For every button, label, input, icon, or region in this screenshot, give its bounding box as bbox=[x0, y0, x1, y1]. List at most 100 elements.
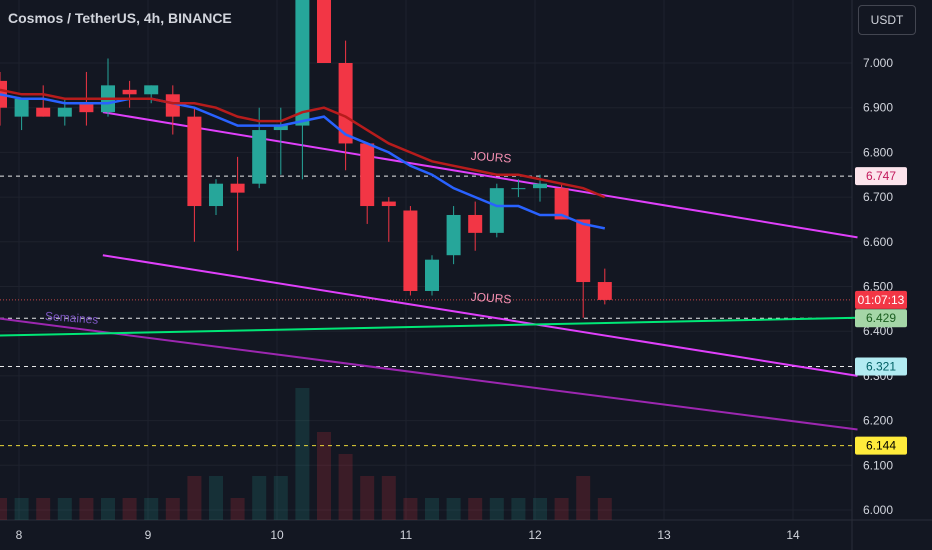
trendline-label: JOURS bbox=[470, 149, 512, 166]
price-label-box bbox=[855, 357, 907, 376]
x-tick-label: 11 bbox=[400, 528, 413, 542]
volume-bar bbox=[403, 498, 418, 520]
candle-body bbox=[165, 94, 180, 117]
currency-button[interactable]: USDT bbox=[858, 5, 916, 35]
volume-bar bbox=[597, 498, 612, 520]
candle-body bbox=[187, 116, 202, 207]
candle-body bbox=[489, 188, 504, 233]
candle-body bbox=[446, 214, 461, 256]
volume-bar bbox=[576, 476, 591, 520]
volume-bar bbox=[14, 498, 29, 520]
x-tick-label: 9 bbox=[145, 528, 152, 542]
candles bbox=[0, 0, 612, 318]
price-label-text: 6.321 bbox=[866, 360, 896, 374]
candle-body bbox=[273, 125, 288, 131]
volume-bar bbox=[79, 498, 94, 520]
volume-bar bbox=[273, 476, 288, 520]
price-label-box bbox=[855, 309, 907, 328]
volume-bar bbox=[252, 476, 267, 520]
price-label-box bbox=[855, 436, 907, 455]
candle-body bbox=[317, 0, 331, 64]
price-label-box bbox=[855, 167, 907, 186]
y-tick-label: 6.600 bbox=[863, 235, 893, 249]
candle-body bbox=[57, 107, 72, 117]
candle-body bbox=[360, 143, 375, 207]
candle-body bbox=[403, 210, 418, 291]
candle-body bbox=[554, 188, 569, 220]
volume-bar bbox=[554, 498, 569, 520]
trendlines: JOURS JOURS Semaines bbox=[0, 111, 858, 431]
volume-bar bbox=[381, 476, 396, 520]
volume-bar bbox=[101, 498, 115, 520]
volume-bar bbox=[446, 498, 461, 520]
volume-bar bbox=[360, 476, 375, 520]
candle-body bbox=[144, 85, 159, 95]
price-label-text: 01:07:13 bbox=[858, 293, 905, 307]
candle-body bbox=[576, 219, 591, 283]
volume-bar bbox=[338, 454, 353, 520]
candle-body bbox=[36, 107, 51, 117]
volume-bar bbox=[489, 498, 504, 520]
volume-bar bbox=[144, 498, 159, 520]
x-tick-label: 10 bbox=[270, 528, 284, 542]
candle-body bbox=[511, 188, 526, 190]
x-tick-label: 12 bbox=[528, 528, 542, 542]
x-axis: 8 9 10 11 12 13 14 bbox=[16, 528, 800, 542]
candle-body bbox=[252, 130, 267, 184]
moving-averages bbox=[0, 88, 606, 230]
volume-bar bbox=[468, 498, 483, 520]
volume-bar bbox=[36, 498, 51, 520]
volume-bar bbox=[187, 476, 202, 520]
volume-bar bbox=[165, 498, 180, 520]
price-label-text: 6.747 bbox=[866, 169, 896, 183]
candle-body bbox=[381, 201, 396, 207]
y-tick-label: 6.100 bbox=[863, 458, 893, 472]
candle-body bbox=[533, 183, 547, 189]
chart-title: Cosmos / TetherUS, 4h, BINANCE bbox=[8, 10, 232, 26]
candle-body bbox=[122, 89, 137, 95]
y-axis: 7.0006.9006.8006.7006.6006.5006.4006.300… bbox=[863, 56, 893, 517]
y-tick-label: 6.700 bbox=[863, 190, 893, 204]
trendline bbox=[0, 316, 858, 337]
y-tick-label: 6.000 bbox=[863, 503, 893, 517]
trendline-label: Semaines bbox=[45, 309, 99, 327]
trendline bbox=[0, 317, 858, 431]
candle-body bbox=[230, 183, 245, 193]
price-label-text: 6.429 bbox=[866, 311, 896, 325]
trendline-label: JOURS bbox=[470, 290, 512, 307]
volume-bar bbox=[209, 476, 223, 520]
candle-body bbox=[597, 282, 612, 300]
volume-bar bbox=[57, 498, 72, 520]
volume-bar bbox=[317, 432, 331, 520]
trendline bbox=[102, 111, 858, 239]
volume-bar bbox=[533, 498, 547, 520]
price-label-box bbox=[855, 290, 907, 309]
volume-bar bbox=[425, 498, 439, 520]
price-labels: 6.747 01:07:13 6.429 6.321 6.144 bbox=[855, 167, 907, 455]
y-tick-label: 6.400 bbox=[863, 324, 893, 338]
y-tick-label: 7.000 bbox=[863, 56, 893, 70]
candle-body bbox=[468, 214, 483, 233]
y-tick-label: 6.900 bbox=[863, 101, 893, 115]
candle-body bbox=[14, 98, 29, 117]
volume-bar bbox=[122, 498, 137, 520]
moving-average-line bbox=[0, 88, 606, 199]
candle-body bbox=[295, 0, 310, 126]
moving-average-line bbox=[0, 93, 606, 230]
horizontal-lines bbox=[0, 175, 852, 447]
x-tick-label: 13 bbox=[657, 528, 671, 542]
candle-body bbox=[338, 63, 353, 144]
candle-body bbox=[79, 103, 94, 113]
y-tick-label: 6.500 bbox=[863, 280, 893, 294]
price-label-text: 6.144 bbox=[866, 439, 896, 453]
candle-body bbox=[425, 259, 439, 291]
volume-bar bbox=[511, 498, 526, 520]
x-tick-label: 8 bbox=[16, 528, 23, 542]
trendline bbox=[102, 254, 858, 377]
x-tick-label: 14 bbox=[786, 528, 800, 542]
y-tick-label: 6.800 bbox=[863, 145, 893, 159]
candle-body bbox=[209, 183, 223, 207]
volume-bars bbox=[0, 388, 612, 520]
